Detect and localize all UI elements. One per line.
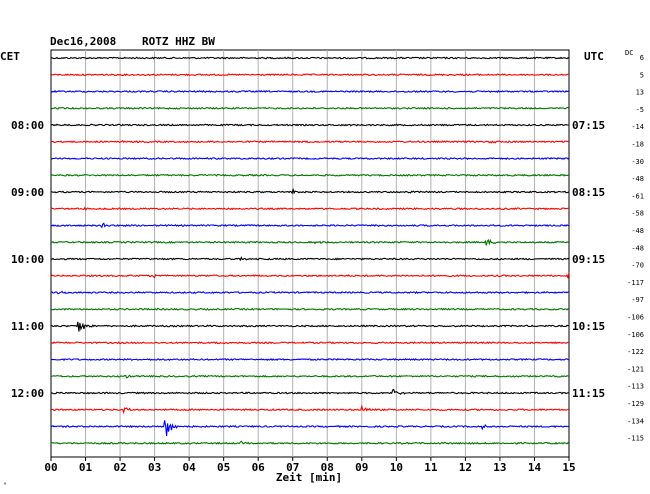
trace-row	[50, 321, 570, 332]
x-tick-label: 14	[528, 461, 542, 474]
dc-offset-value: 5	[640, 71, 644, 79]
plot-frame	[50, 49, 570, 458]
x-tick-label: 08	[321, 461, 334, 474]
trace-row	[51, 307, 570, 311]
left-timezone-label: CET	[0, 50, 20, 63]
dc-offset-value: -48	[631, 244, 644, 252]
left-hour-label: 10:00	[11, 253, 44, 266]
x-tick-label: 09	[355, 461, 368, 474]
left-hour-label: 11:00	[11, 320, 44, 333]
right-hour-label: 07:15	[572, 119, 605, 132]
trace-row	[50, 206, 570, 211]
trace-row	[50, 374, 570, 379]
x-tick-label: 01	[79, 461, 93, 474]
x-tick-label: 07	[286, 461, 299, 474]
dc-header-label: DC	[625, 49, 633, 57]
trace-row	[50, 271, 570, 279]
dc-offset-value: -106	[627, 331, 644, 339]
x-tick-label: 13	[493, 461, 506, 474]
dc-offset-value: -58	[631, 210, 644, 218]
dc-offset-value: -97	[631, 296, 644, 304]
x-tick-label: 11	[424, 461, 438, 474]
dc-offset-value: -70	[631, 262, 644, 270]
x-tick-label: 15	[562, 461, 575, 474]
trace-row	[50, 358, 570, 362]
dc-offset-value: -122	[627, 348, 644, 356]
x-tick-label: 04	[183, 461, 197, 474]
chart-date: Dec16,2008	[50, 35, 116, 48]
trace-row	[50, 73, 569, 77]
dc-offset-value: -134	[627, 417, 644, 425]
dc-offset-value: 13	[636, 89, 644, 97]
dc-offset-value: -18	[631, 141, 644, 149]
dc-offset-value: -48	[631, 227, 644, 235]
x-tick-label: 05	[217, 461, 230, 474]
right-hour-label: 09:15	[572, 253, 605, 266]
trace-row	[50, 440, 570, 445]
trace-row	[50, 256, 570, 262]
dc-offset-value: -113	[627, 383, 644, 391]
dc-offset-value: -48	[631, 175, 644, 183]
trace-row	[50, 222, 570, 229]
left-hour-label: 12:00	[11, 387, 44, 400]
dc-offset-value: -129	[627, 400, 644, 408]
x-tick-label: 02	[113, 461, 126, 474]
axis-label-group: 00 01 02 03 04 05 06 07 08 09 10 11 12 13 14 15 08:00 09:…	[11, 54, 644, 474]
trace-row	[50, 56, 570, 60]
corner-mark: ˣ	[3, 481, 7, 489]
dc-offset-value: -14	[631, 123, 644, 131]
trace-row	[50, 139, 570, 144]
trace-row	[50, 187, 570, 195]
trace-group	[50, 56, 570, 445]
trace-row	[50, 156, 570, 160]
trace-row	[50, 123, 569, 127]
dc-offset-value: -61	[631, 192, 644, 200]
right-timezone-label: UTC	[584, 50, 604, 63]
trace-row	[50, 106, 570, 110]
grid	[50, 49, 570, 458]
right-hour-label: 08:15	[572, 186, 605, 199]
trace-row	[50, 290, 570, 295]
right-hour-label: 10:15	[572, 320, 605, 333]
dc-offset-value: -106	[627, 314, 644, 322]
trace-row	[50, 404, 570, 415]
trace-row	[50, 238, 570, 246]
dc-offset-value: -117	[627, 279, 644, 287]
x-tick-label: 00	[44, 461, 57, 474]
x-tick-label: 06	[252, 461, 266, 474]
left-hour-label: 09:00	[11, 186, 44, 199]
left-hour-label: 08:00	[11, 119, 44, 132]
x-tick-label: 03	[148, 461, 161, 474]
x-tick-label: 10	[390, 461, 403, 474]
dc-offset-value: 6	[640, 54, 644, 62]
x-tick-label: 12	[459, 461, 472, 474]
dc-offset-value: -121	[627, 365, 644, 373]
trace-row	[50, 420, 570, 437]
dc-offset-value: -115	[627, 435, 644, 443]
dc-offset-value: -30	[631, 158, 644, 166]
right-hour-label: 11:15	[572, 387, 605, 400]
trace-row	[50, 173, 570, 177]
dc-offset-value: -5	[636, 106, 644, 114]
trace-row	[50, 341, 570, 345]
chart-station: ROTZ HHZ BW	[142, 35, 215, 48]
trace-row	[50, 89, 570, 94]
trace-row	[51, 388, 569, 395]
x-axis-label: Zeit [min]	[276, 471, 342, 484]
